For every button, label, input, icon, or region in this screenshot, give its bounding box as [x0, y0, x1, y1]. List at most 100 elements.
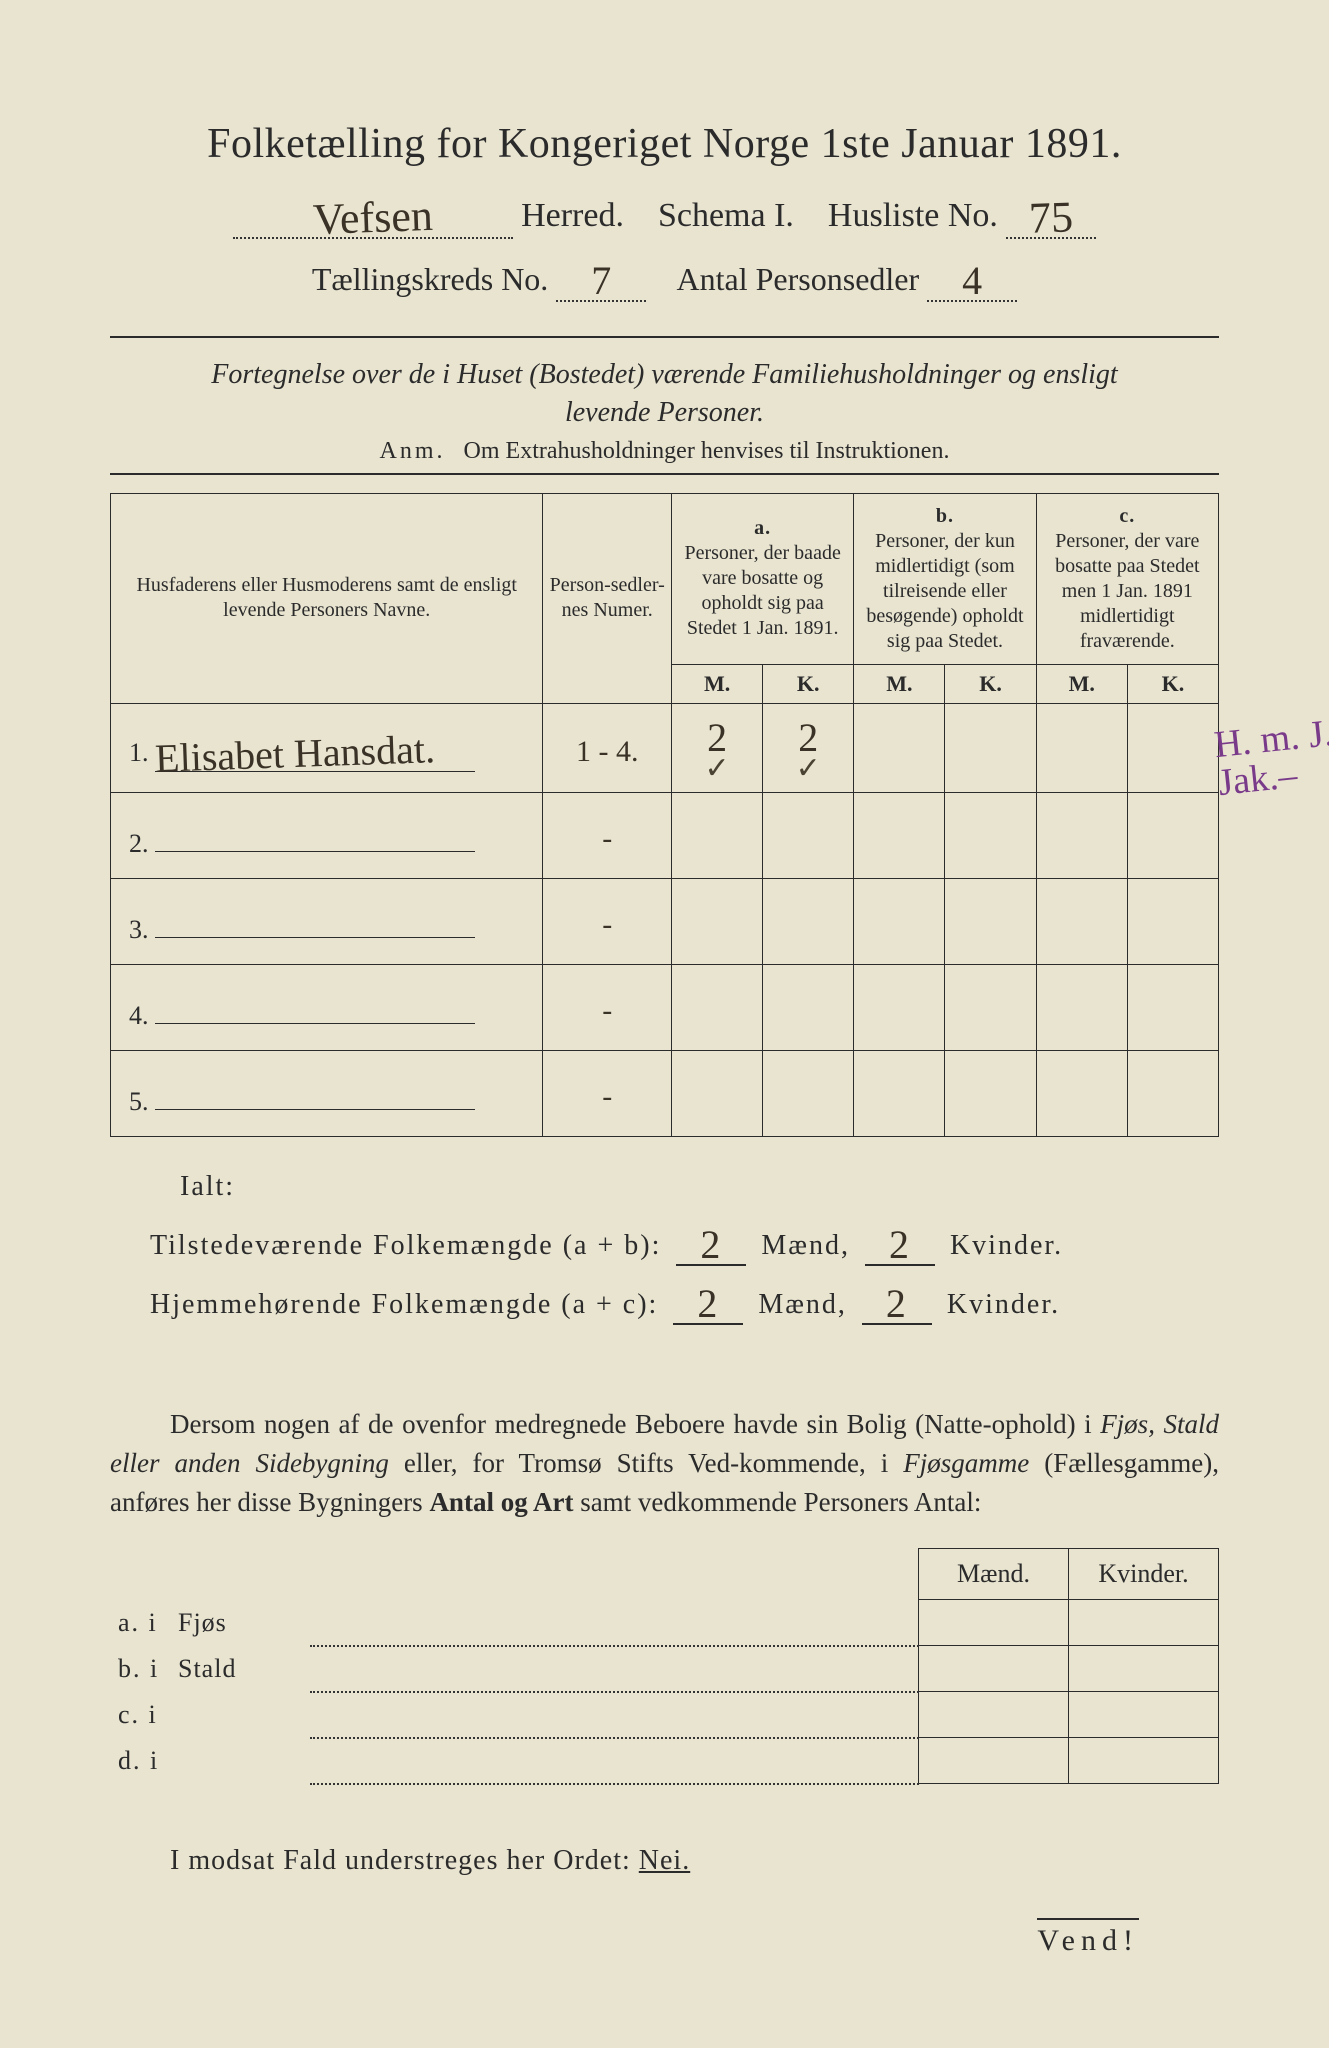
census-form-page: Folketælling for Kongeriget Norge 1ste J… [0, 0, 1329, 2048]
col-a: a. Personer, der baade vare bosatte og o… [672, 493, 854, 664]
name-cell: 3. [111, 878, 543, 964]
anm-text: Om Extrahusholdninger henvises til Instr… [464, 438, 950, 464]
subtitle: Fortegnelse over de i Huset (Bostedet) v… [110, 356, 1219, 432]
husliste-value: 75 [1029, 191, 1075, 244]
building-type: Fjøs [170, 1600, 310, 1646]
count-cell [763, 964, 854, 1050]
col-c: c. Personer, der vare bosatte paa Stedet… [1036, 493, 1218, 664]
maend-cell [919, 1738, 1069, 1784]
count-cell [672, 964, 763, 1050]
count-cell: 2✓ [763, 703, 854, 792]
count-cell: 2✓ [672, 703, 763, 792]
kvinder-cell [1069, 1738, 1219, 1784]
name-value: Elisabet Hansdat. [155, 724, 475, 772]
count-cell [672, 878, 763, 964]
count-cell [1036, 878, 1127, 964]
kreds-label: Tællingskreds No. [312, 261, 548, 297]
herred-value: Vefsen [312, 190, 433, 245]
col-a-m: M. [672, 664, 763, 703]
col-b-m: M. [854, 664, 945, 703]
col-num: Person-sedler-nes Numer. [543, 493, 672, 703]
count-cell [945, 792, 1036, 878]
name-cell: 4. [111, 964, 543, 1050]
subtitle-line2: levende Personer. [565, 397, 764, 428]
nei-word: Nei. [639, 1845, 690, 1876]
col-a-k: K. [763, 664, 854, 703]
count-cell [854, 703, 945, 792]
name-cell: 5. [111, 1050, 543, 1136]
count-cell [1036, 703, 1127, 792]
count-cell [763, 792, 854, 878]
kreds-value: 7 [591, 257, 611, 304]
table-row: 5. - [111, 1050, 1219, 1136]
building-row: c. i [110, 1692, 1219, 1738]
count-cell [763, 878, 854, 964]
table-row: 2.- [111, 792, 1219, 878]
table-row: 4. - [111, 964, 1219, 1050]
count-cell [945, 1050, 1036, 1136]
name-value [155, 812, 475, 852]
ialt-label: Ialt: [180, 1171, 1219, 1203]
count-cell [945, 878, 1036, 964]
personsedler-num: - [543, 964, 672, 1050]
col-b: b. Personer, der kun midlertidigt (som t… [854, 493, 1036, 664]
count-cell [854, 878, 945, 964]
divider-rule-2 [110, 473, 1219, 475]
count-cell [672, 792, 763, 878]
count-cell [672, 1050, 763, 1136]
col-name: Husfaderens eller Husmoderens samt de en… [111, 493, 543, 703]
subtitle-line1: Fortegnelse over de i Huset (Bostedet) v… [211, 359, 1117, 390]
count-cell [1127, 792, 1218, 878]
count-cell [1036, 1050, 1127, 1136]
present-m: 2 [700, 1221, 722, 1268]
building-type: Stald [170, 1646, 310, 1692]
count-cell [1036, 964, 1127, 1050]
home-line: Hjemmehørende Folkemængde (a + c): 2 Mæn… [150, 1276, 1219, 1325]
name-value [155, 1070, 475, 1110]
dotted-fill [310, 1600, 919, 1646]
page-title: Folketælling for Kongeriget Norge 1ste J… [110, 120, 1219, 168]
divider-rule [110, 336, 1219, 338]
schema-label: Schema I. [658, 197, 794, 234]
home-m: 2 [697, 1280, 719, 1327]
totals-block: Ialt: Tilstedeværende Folkemængde (a + b… [110, 1171, 1219, 1325]
count-cell [1127, 1050, 1218, 1136]
lower-maend: Mænd. [919, 1549, 1069, 1600]
count-cell [854, 1050, 945, 1136]
count-cell [1127, 964, 1218, 1050]
kvinder-cell [1069, 1646, 1219, 1692]
personsedler-num: - [543, 878, 672, 964]
buildings-table: Mænd. Kvinder. a. iFjøsb. iStaldc. id. i [110, 1548, 1219, 1785]
building-type [170, 1692, 310, 1738]
maend-cell [919, 1692, 1069, 1738]
row-number: 1. [129, 738, 155, 768]
household-table: Husfaderens eller Husmoderens samt de en… [110, 493, 1219, 1137]
name-value [155, 898, 475, 938]
building-type [170, 1738, 310, 1784]
nei-line: I modsat Fald understreges her Ordet: Ne… [110, 1845, 1219, 1877]
header-line-2: Vefsen Herred. Schema I. Husliste No. 75 [110, 186, 1219, 239]
building-row: b. iStald [110, 1646, 1219, 1692]
present-k: 2 [889, 1221, 911, 1268]
husliste-label: Husliste No. [828, 197, 998, 234]
lower-kvinder: Kvinder. [1069, 1549, 1219, 1600]
col-b-k: K. [945, 664, 1036, 703]
row-number: 4. [129, 1001, 155, 1031]
row-label: a. i [110, 1600, 170, 1646]
name-value [155, 984, 475, 1024]
col-c-m: M. [1036, 664, 1127, 703]
count-cell [945, 703, 1036, 792]
table-row: 3.- [111, 878, 1219, 964]
home-k: 2 [886, 1280, 908, 1327]
kvinder-cell [1069, 1692, 1219, 1738]
count-cell [1036, 792, 1127, 878]
personsedler-num: - [543, 1050, 672, 1136]
dotted-fill [310, 1738, 919, 1784]
count-cell [1127, 878, 1218, 964]
name-cell: 1.Elisabet Hansdat. [111, 703, 543, 792]
row-number: 5. [129, 1087, 155, 1117]
name-cell: 2. [111, 792, 543, 878]
row-label: c. i [110, 1692, 170, 1738]
count-cell [763, 1050, 854, 1136]
anm-line: Anm. Om Extrahusholdninger henvises til … [110, 438, 1219, 465]
